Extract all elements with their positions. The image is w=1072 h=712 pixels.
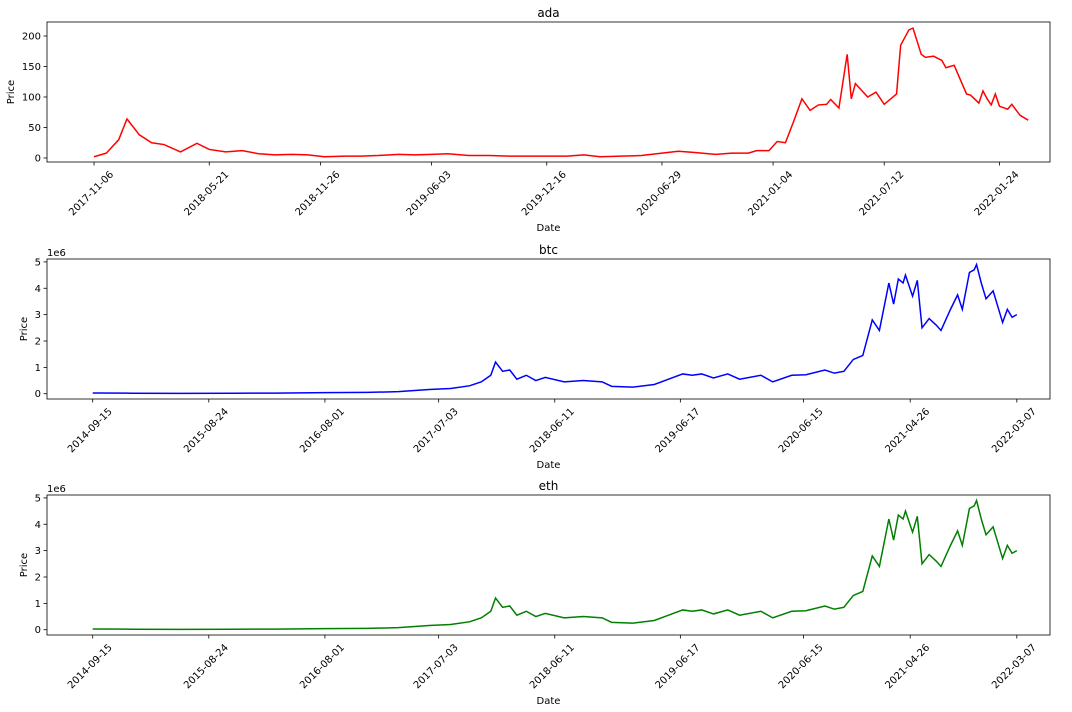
price-line: [92, 498, 1018, 631]
chart-title: btc: [539, 243, 558, 257]
x-tick-label: 2015-08-24: [182, 642, 231, 691]
y-tick-label: 3: [35, 546, 41, 557]
x-tick-label: 2022-01-24: [973, 169, 1022, 218]
x-tick-label: 2018-06-11: [528, 406, 577, 455]
plot-frame: [46, 21, 1051, 163]
x-tick-label: 2022-03-07: [990, 642, 1039, 691]
price-line: [93, 27, 1029, 158]
price-line: [92, 262, 1018, 395]
x-tick-label: 2014-09-15: [66, 642, 115, 691]
chart-title: eth: [539, 479, 559, 493]
x-tick-label: 2021-04-26: [883, 642, 932, 691]
x-tick-label: 2021-04-26: [883, 406, 932, 455]
x-tick-label: 2016-08-01: [298, 406, 347, 455]
y-tick-label: 200: [22, 32, 41, 43]
y-tick-label: 4: [35, 284, 41, 295]
y-tick-label: 100: [22, 93, 41, 104]
x-tick-label: 2018-06-11: [528, 642, 577, 691]
y-offset-label: 1e6: [47, 484, 66, 495]
y-tick-label: 0: [35, 153, 41, 164]
x-tick-label: 2021-01-04: [746, 169, 795, 218]
x-tick-label: 2018-11-26: [294, 169, 343, 218]
y-tick-label: 1: [35, 363, 41, 374]
x-tick-label: 2020-06-15: [777, 406, 826, 455]
x-tick-label: 2019-06-03: [405, 169, 454, 218]
y-tick-label: 3: [35, 310, 41, 321]
plot-frame: [46, 494, 1051, 636]
x-tick-label: 2017-07-03: [412, 642, 461, 691]
y-axis-label: Price: [6, 80, 17, 104]
chart-title: ada: [537, 6, 559, 20]
y-tick-label: 4: [35, 520, 41, 531]
x-tick-label: 2022-03-07: [990, 406, 1039, 455]
x-axis-label: Date: [537, 696, 561, 707]
y-axis-label: Price: [19, 317, 30, 341]
y-tick-label: 0: [35, 625, 41, 636]
x-tick-label: 2019-12-16: [520, 169, 569, 218]
y-tick-label: 0: [35, 389, 41, 400]
x-tick-label: 2014-09-15: [66, 406, 115, 455]
y-tick-label: 2: [35, 336, 41, 347]
x-tick-label: 2017-07-03: [412, 406, 461, 455]
y-tick-label: 1: [35, 599, 41, 610]
y-tick-label: 5: [35, 257, 41, 268]
x-tick-label: 2019-06-17: [654, 642, 703, 691]
x-tick-label: 2015-08-24: [182, 406, 231, 455]
x-tick-label: 2019-06-17: [654, 406, 703, 455]
x-tick-label: 2018-05-21: [183, 169, 232, 218]
y-tick-label: 5: [35, 493, 41, 504]
y-axis-label: Price: [19, 553, 30, 577]
y-tick-label: 150: [22, 62, 41, 73]
y-offset-label: 1e6: [47, 248, 66, 259]
x-tick-label: 2021-07-12: [857, 169, 906, 218]
x-tick-label: 2020-06-15: [777, 642, 826, 691]
y-tick-label: 2: [35, 572, 41, 583]
x-tick-label: 2017-11-06: [67, 169, 116, 218]
x-tick-label: 2016-08-01: [298, 642, 347, 691]
x-tick-label: 2020-06-29: [635, 169, 684, 218]
x-axis-label: Date: [537, 460, 561, 471]
plot-frame: [46, 258, 1051, 400]
y-tick-label: 50: [28, 123, 41, 134]
x-axis-label: Date: [537, 223, 561, 234]
